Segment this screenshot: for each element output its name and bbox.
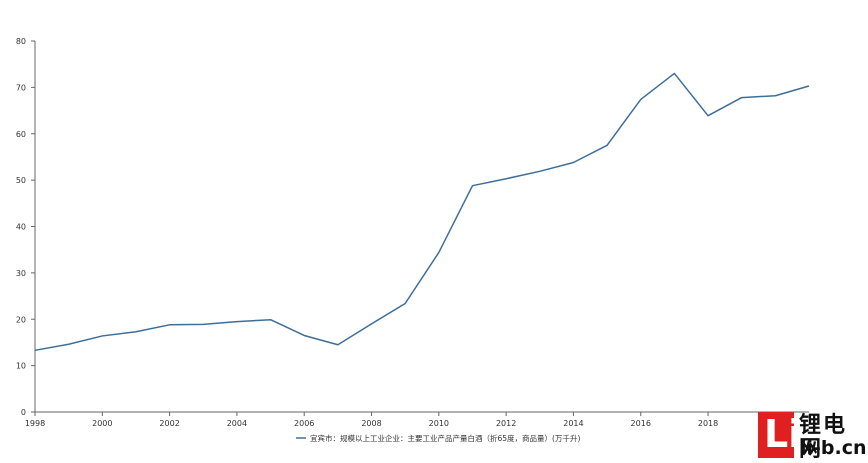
legend-label: 宜宾市：规模以上工业企业：主要工业产品产量白酒（折65度，商品量）(万千升) <box>310 433 580 443</box>
data-point <box>236 320 238 322</box>
x-tick-label: 2018 <box>698 419 718 428</box>
data-point <box>640 98 642 100</box>
data-point <box>707 114 709 116</box>
y-tick-label: 0 <box>21 408 26 417</box>
y-tick-label: 40 <box>16 223 26 232</box>
series-line <box>34 72 810 352</box>
x-axis: 1998 2000 2002 2004 2006 2008 2010 2012 2014 2016… <box>25 411 809 428</box>
data-point <box>168 324 170 326</box>
data-point <box>673 72 675 74</box>
x-tick-label: 2010 <box>429 419 449 428</box>
y-tick-label: 60 <box>16 130 26 139</box>
x-tick-label: 2004 <box>227 419 247 428</box>
data-point <box>269 319 271 321</box>
y-tick-label: 70 <box>16 83 26 92</box>
watermark-domain: li-b.cn <box>800 437 867 459</box>
data-point <box>404 302 406 304</box>
watermark-chinese: 锂电网 <box>799 413 848 462</box>
watermark-red-box: Li <box>758 412 801 458</box>
x-tick-label: 2002 <box>159 419 179 428</box>
data-point <box>471 184 473 186</box>
data-point <box>774 95 776 97</box>
data-point <box>505 178 507 180</box>
data-point <box>303 334 305 336</box>
data-point <box>572 161 574 163</box>
data-point <box>135 331 137 333</box>
data-point <box>34 349 36 351</box>
x-tick-label: 2016 <box>631 419 651 428</box>
data-point <box>808 85 810 87</box>
y-tick-label: 20 <box>16 315 26 324</box>
data-point <box>101 335 103 337</box>
y-axis: 0 10 20 30 40 50 60 70 80 <box>16 37 36 417</box>
y-tick-label: 50 <box>16 176 26 185</box>
data-point <box>740 96 742 98</box>
data-point <box>370 323 372 325</box>
x-tick-label: 2012 <box>496 419 516 428</box>
data-point <box>67 343 69 345</box>
y-tick-label: 30 <box>16 269 26 278</box>
data-point <box>202 323 204 325</box>
x-tick-label: 2000 <box>92 419 112 428</box>
series-layer <box>34 72 810 352</box>
data-point <box>337 344 339 346</box>
watermark-logo: Li 锂电网 li-b.cn <box>758 412 868 463</box>
legend[interactable]: 宜宾市：规模以上工业企业：主要工业产品产量白酒（折65度，商品量）(万千升) <box>296 433 580 443</box>
data-point <box>606 144 608 146</box>
x-tick-label: 1998 <box>25 419 45 428</box>
x-tick-label: 2014 <box>563 419 583 428</box>
data-point <box>438 251 440 253</box>
data-point <box>539 170 541 172</box>
x-tick-label: 2006 <box>294 419 314 428</box>
x-tick-label: 2008 <box>361 419 381 428</box>
y-tick-label: 80 <box>16 37 26 46</box>
y-tick-label: 10 <box>16 362 26 371</box>
watermark-letter: Li <box>764 412 802 456</box>
